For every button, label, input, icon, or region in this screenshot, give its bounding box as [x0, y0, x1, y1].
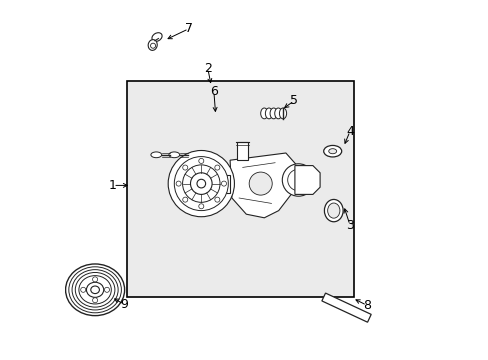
Circle shape: [81, 287, 85, 292]
Circle shape: [182, 165, 220, 202]
Ellipse shape: [151, 152, 162, 158]
Ellipse shape: [65, 264, 124, 316]
Ellipse shape: [75, 273, 115, 307]
Circle shape: [92, 298, 98, 303]
Polygon shape: [321, 293, 370, 322]
Circle shape: [214, 165, 220, 170]
Ellipse shape: [72, 270, 118, 310]
Circle shape: [174, 157, 228, 211]
Ellipse shape: [91, 286, 99, 294]
Text: 2: 2: [203, 62, 211, 75]
Ellipse shape: [69, 267, 121, 313]
Ellipse shape: [279, 108, 286, 119]
Text: 6: 6: [209, 85, 217, 98]
Polygon shape: [237, 142, 247, 160]
Text: 3: 3: [346, 219, 353, 231]
Ellipse shape: [327, 203, 339, 218]
Ellipse shape: [265, 108, 272, 119]
Text: 1: 1: [109, 179, 117, 192]
Ellipse shape: [324, 199, 343, 222]
Ellipse shape: [274, 108, 282, 119]
Bar: [127, 81, 354, 297]
Ellipse shape: [152, 33, 162, 41]
Ellipse shape: [323, 145, 341, 157]
Circle shape: [190, 173, 212, 194]
Circle shape: [150, 43, 155, 48]
Polygon shape: [294, 166, 320, 194]
Circle shape: [282, 164, 314, 196]
Ellipse shape: [86, 282, 103, 297]
Ellipse shape: [260, 108, 267, 119]
Circle shape: [199, 204, 203, 209]
Circle shape: [199, 158, 203, 163]
Text: 9: 9: [120, 298, 127, 311]
Circle shape: [214, 197, 220, 202]
Circle shape: [92, 277, 98, 282]
Circle shape: [168, 150, 234, 217]
Polygon shape: [230, 153, 300, 218]
Text: 8: 8: [362, 299, 370, 312]
Circle shape: [104, 287, 109, 292]
Circle shape: [197, 179, 205, 188]
Circle shape: [221, 181, 226, 186]
Circle shape: [287, 169, 309, 191]
Circle shape: [183, 197, 187, 202]
Ellipse shape: [269, 108, 277, 119]
Circle shape: [183, 165, 187, 170]
Ellipse shape: [148, 40, 157, 50]
Polygon shape: [226, 175, 230, 193]
Ellipse shape: [168, 152, 179, 158]
Text: 7: 7: [184, 22, 192, 35]
Ellipse shape: [328, 149, 336, 154]
Circle shape: [249, 172, 272, 195]
Circle shape: [176, 181, 181, 186]
Text: 5: 5: [289, 94, 298, 107]
Ellipse shape: [79, 276, 111, 304]
Text: 4: 4: [346, 125, 353, 138]
